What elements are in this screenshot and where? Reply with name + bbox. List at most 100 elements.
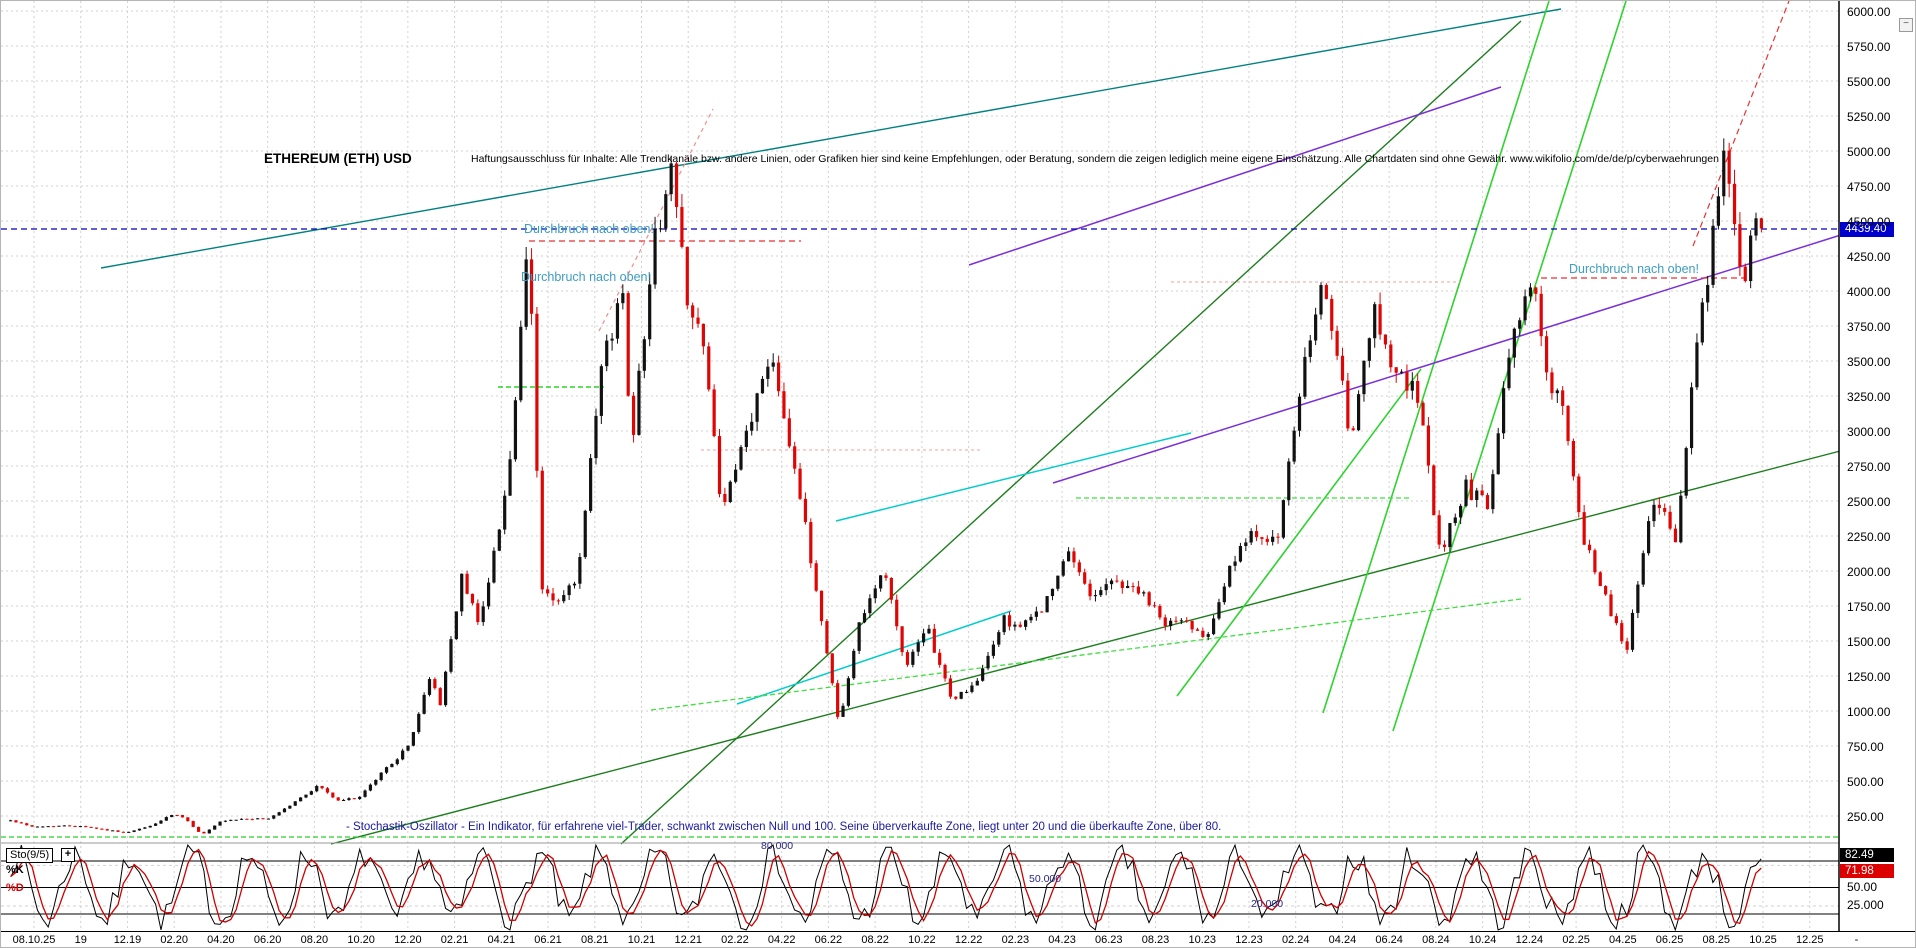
price-axis-label: 2250.00 xyxy=(1847,530,1891,544)
price-axis-label: 5750.00 xyxy=(1847,40,1891,54)
trend-line-lime-steep-1[interactable] xyxy=(1322,1,1550,714)
date-axis-label: 10.25 xyxy=(1749,934,1777,946)
trend-line-green-steep-mid[interactable] xyxy=(620,20,1522,845)
breakout-annotation-3: Durchbruch nach oben! xyxy=(1569,262,1699,276)
date-axis-label: 08.22 xyxy=(861,934,889,946)
date-axis-label: 02.22 xyxy=(721,934,749,946)
trend-line-lime-medium[interactable] xyxy=(1176,368,1422,697)
price-axis-label: 2000.00 xyxy=(1847,565,1891,579)
date-axis-label: 02.23 xyxy=(1001,934,1030,946)
date-axis-label: 02.24 xyxy=(1281,934,1310,946)
date-axis-label: 04.24 xyxy=(1328,934,1357,946)
stoch-k-label: %K xyxy=(6,864,24,876)
trend-line-green-support-long[interactable] xyxy=(330,431,1916,845)
date-axis-label: 08.20 xyxy=(300,934,329,946)
last-price-tag: 4439.40 xyxy=(1840,222,1894,237)
date-axis-label: 06.22 xyxy=(814,934,843,946)
date-axis-label: 12.19 xyxy=(113,934,142,946)
date-axis-label: 04.22 xyxy=(767,934,796,946)
trend-line-cyan-low[interactable] xyxy=(736,610,1012,705)
price-axis-label: 1750.00 xyxy=(1847,600,1891,614)
price-axis-label: 1500.00 xyxy=(1847,635,1891,649)
price-axis-label: 1000.00 xyxy=(1847,705,1891,719)
osc-level-label-50: 50.000 xyxy=(1029,873,1062,885)
price-axis-label: 6000.00 xyxy=(1847,5,1891,19)
stoch-d-label: %D xyxy=(6,882,24,894)
price-axis-label: 3750.00 xyxy=(1847,320,1891,334)
date-axis-label: 04.25 xyxy=(1609,934,1637,946)
date-axis-label: 10.23 xyxy=(1188,934,1217,946)
date-axis-label: - xyxy=(1854,934,1859,946)
collapse-axis-button[interactable]: − xyxy=(1899,18,1913,32)
price-axis-label: 3000.00 xyxy=(1847,425,1891,439)
trend-line-lime-dash-diag[interactable] xyxy=(650,598,1522,711)
date-axis-label: 12.21 xyxy=(674,934,702,946)
osc-level-label-80: 80.000 xyxy=(761,840,794,852)
date-axis-label: 04.20 xyxy=(207,934,235,946)
trend-line-purple-upper[interactable] xyxy=(968,86,1502,266)
disclaimer-text: Haftungsausschluss für Inhalte: Alle Tre… xyxy=(471,153,1719,165)
price-axis-label: 5250.00 xyxy=(1847,110,1891,124)
price-axis-label: 4750.00 xyxy=(1847,180,1891,194)
date-axis-label: 02.21 xyxy=(440,934,469,946)
date-axis-label: 12.20 xyxy=(394,934,422,946)
trend-line-red-steep-right[interactable] xyxy=(1692,1,1790,247)
date-axis-label: 10.24 xyxy=(1468,934,1497,946)
date-axis-label: 10.22 xyxy=(908,934,936,946)
stoch-d-value-tag: 71.98 xyxy=(1840,864,1894,878)
trend-line-teal-channel[interactable] xyxy=(100,8,1562,269)
date-axis-label: 10.21 xyxy=(627,934,656,946)
osc-level-label-20: 20.000 xyxy=(1251,898,1284,910)
price-axis-label: 4500.00 xyxy=(1847,215,1891,229)
price-axis-label: 3250.00 xyxy=(1847,390,1891,404)
price-axis-label: 2500.00 xyxy=(1847,495,1891,509)
stochastic-series xyxy=(10,843,1762,931)
date-axis-label: 02.25 xyxy=(1562,934,1590,946)
trend-line-pink-steep-left[interactable] xyxy=(598,108,714,332)
breakout-annotation-1: Durchbruch nach oben! xyxy=(524,222,654,236)
date-axis-label: 02.20 xyxy=(160,934,188,946)
date-axis-label: 08.24 xyxy=(1422,934,1450,946)
price-axis-label: 750.00 xyxy=(1847,740,1884,754)
price-axis-label: 500.00 xyxy=(1847,775,1884,789)
date-axis-label: 19 xyxy=(74,934,87,946)
osc-axis-label-50: 50.00 xyxy=(1847,880,1878,894)
date-axis: 08.10.25 19 12.19 02.20 04.20 06.20 08.20 10.20… xyxy=(1,931,1915,947)
breakout-annotation-2: Durchbruch nach oben! xyxy=(521,270,651,284)
trend-line-purple-lower[interactable] xyxy=(1052,211,1916,484)
price-axis-label: 3500.00 xyxy=(1847,355,1891,369)
date-axis-label: 06.20 xyxy=(253,934,282,946)
stoch-k-value-tag: 82.49 xyxy=(1840,848,1894,862)
date-axis-label: 12.24 xyxy=(1515,934,1544,946)
date-axis-label: 12.23 xyxy=(1235,934,1263,946)
add-indicator-button[interactable]: + xyxy=(61,848,75,862)
date-axis-label: 04.21 xyxy=(487,934,516,946)
price-axis-label: 5000.00 xyxy=(1847,145,1891,159)
sto-indicator-button[interactable]: Sto(9/5) xyxy=(6,848,54,863)
date-axis-label: 08.21 xyxy=(580,934,609,946)
date-axis-label: 06.24 xyxy=(1375,934,1403,946)
trend-line-cyan-mid[interactable] xyxy=(835,432,1192,522)
candlestick-series xyxy=(9,138,1763,834)
price-axis-label: 2750.00 xyxy=(1847,460,1891,474)
stochastic-note: - Stochastik-Oszillator - Ein Indikator,… xyxy=(346,821,1222,833)
page-title: ETHEREUM (ETH) USD xyxy=(264,151,412,166)
date-axis-label: 12.25 xyxy=(1795,934,1824,946)
date-axis-label: 08.10.25 xyxy=(12,934,56,946)
price-axis-label: 4000.00 xyxy=(1847,285,1891,299)
date-axis-label: 06.23 xyxy=(1095,934,1123,946)
date-axis-label: 10.20 xyxy=(347,934,375,946)
date-axis-label: 06.25 xyxy=(1655,934,1684,946)
osc-axis-label-25: 25.000 xyxy=(1847,898,1884,912)
price-axis-label: 250.00 xyxy=(1847,810,1884,824)
date-axis-label: 08.25 xyxy=(1702,934,1731,946)
date-axis-label: 06.21 xyxy=(534,934,562,946)
price-axis-label: 1250.00 xyxy=(1847,670,1891,684)
date-axis-label: 04.23 xyxy=(1048,934,1076,946)
date-axis-label: 12.22 xyxy=(954,934,983,946)
date-axis-label: 08.23 xyxy=(1141,934,1170,946)
price-axis-label: 4250.00 xyxy=(1847,250,1891,264)
